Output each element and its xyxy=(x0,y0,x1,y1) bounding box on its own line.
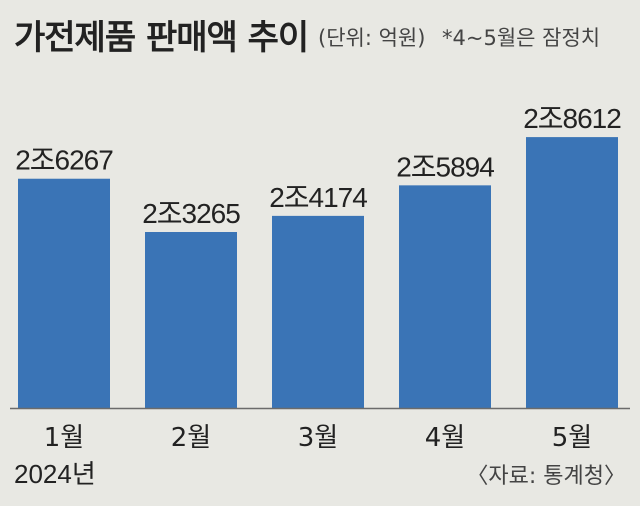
x-tick-label-5: 5월 xyxy=(552,423,592,453)
bar-2 xyxy=(145,232,237,408)
x-tick-label-3: 3월 xyxy=(298,423,338,453)
bar-value-label-3: 2조4174 xyxy=(269,182,367,213)
year-label: 2024년 xyxy=(14,459,96,489)
provisional-note: *4~5월은 잠정치 xyxy=(442,26,601,50)
bar-4 xyxy=(399,185,491,408)
bar-value-label-5: 2조8612 xyxy=(523,103,621,134)
source-label: 〈자료: 통계청〉 xyxy=(466,464,626,489)
bar-5 xyxy=(526,137,618,409)
x-tick-label-2: 2월 xyxy=(171,423,211,453)
bar-3 xyxy=(272,215,364,408)
bar-1 xyxy=(18,178,110,408)
x-tick-label-4: 4월 xyxy=(425,423,465,453)
unit-label: (단위: 억원) xyxy=(318,26,426,50)
x-tick-label-1: 1월 xyxy=(44,423,84,453)
bar-value-label-2: 2조3265 xyxy=(142,198,240,229)
bar-value-label-4: 2조5894 xyxy=(396,151,494,182)
bar-value-label-1: 2조6267 xyxy=(15,145,113,176)
chart-title: 가전제품 판매액 추이 xyxy=(14,18,309,58)
